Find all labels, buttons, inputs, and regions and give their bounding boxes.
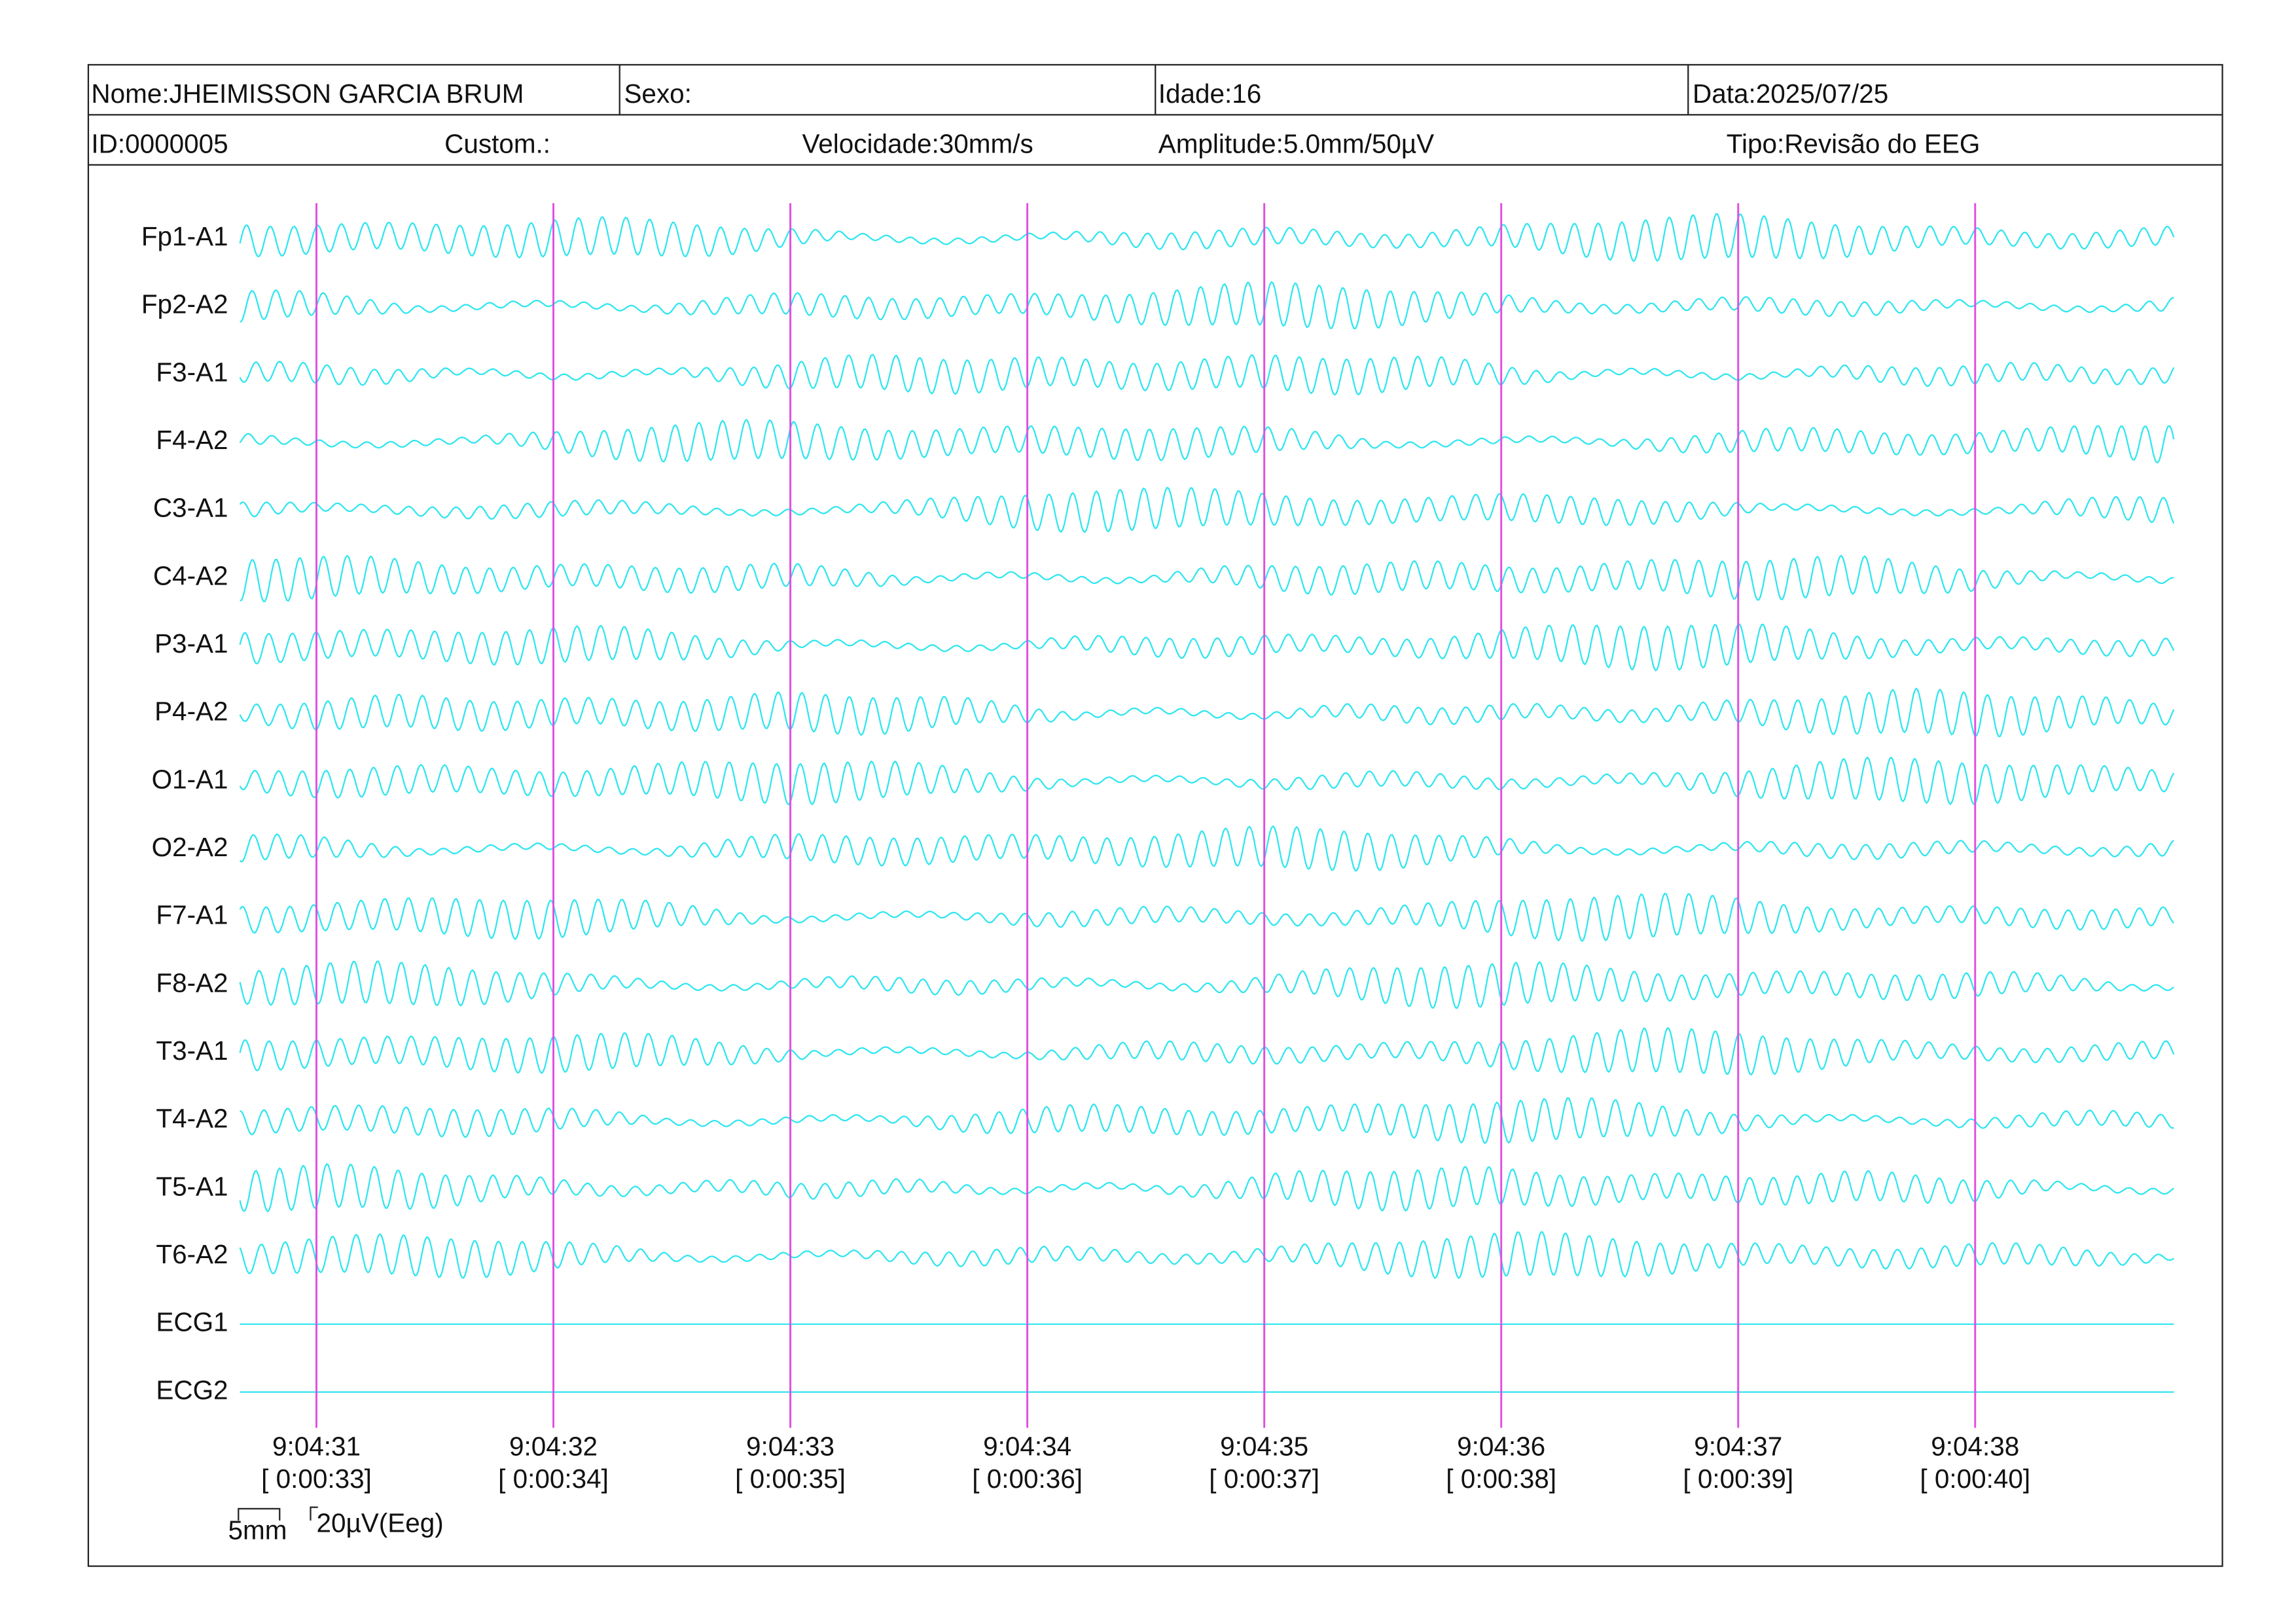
amp-scale: 20µV(Eeg) bbox=[316, 1507, 443, 1538]
channel-label: F8-A2 bbox=[156, 967, 228, 998]
amplitude: Amplitude:5.0mm/50µV bbox=[1158, 128, 1434, 158]
patient-age: Idade:16 bbox=[1158, 79, 1262, 109]
exam-date: Data:2025/07/25 bbox=[1693, 79, 1888, 109]
eeg-trace bbox=[239, 623, 2175, 672]
channel-label: T6-A2 bbox=[156, 1239, 228, 1269]
exam-type: Tipo:Revisão do EEG bbox=[1727, 128, 1981, 158]
channel-label: F7-A1 bbox=[156, 900, 228, 930]
channel-label: ECG1 bbox=[156, 1307, 228, 1337]
time-scale: 5mm bbox=[228, 1515, 287, 1545]
elapsed-time: [ 0:00:38] bbox=[1446, 1464, 1556, 1494]
patient-sex: Sexo: bbox=[624, 79, 691, 109]
eeg-trace bbox=[240, 554, 2174, 603]
eeg-trace bbox=[240, 281, 2174, 330]
speed: Velocidade:30mm/s bbox=[802, 128, 1033, 158]
channel-label: Fp2-A2 bbox=[141, 289, 228, 319]
eeg-trace bbox=[239, 825, 2174, 872]
channel-label: O1-A1 bbox=[152, 764, 228, 794]
eeg-trace bbox=[239, 213, 2175, 262]
clock-time: 9:04:38 bbox=[1931, 1431, 2019, 1461]
channel-label: T4-A2 bbox=[156, 1104, 228, 1134]
channel-label: Fp1-A1 bbox=[141, 221, 228, 251]
channel-label: T5-A1 bbox=[156, 1171, 228, 1201]
clock-time: 9:04:31 bbox=[272, 1431, 361, 1461]
eeg-trace bbox=[239, 486, 2175, 533]
channel-label: P4-A2 bbox=[154, 696, 228, 727]
eeg-trace bbox=[239, 756, 2175, 806]
eeg-trace bbox=[239, 1027, 2175, 1076]
patient-name: Nome:JHEIMISSON GARCIA BRUM bbox=[91, 79, 524, 109]
elapsed-time: [ 0:00:36] bbox=[972, 1464, 1083, 1494]
channel-label: P3-A1 bbox=[154, 628, 228, 659]
eeg-trace bbox=[239, 687, 2175, 738]
eeg-trace bbox=[239, 353, 2175, 396]
channel-label: C3-A1 bbox=[153, 493, 228, 523]
channel-label: ECG2 bbox=[156, 1375, 228, 1405]
traces: Fp1-A1 Fp2-A2 F3-A1 F4-A2 C3-A1 C4-A2 P3-A1 P4-… bbox=[141, 213, 2175, 1405]
elapsed-time: [ 0:00:34] bbox=[498, 1464, 609, 1494]
eeg-trace bbox=[240, 1097, 2174, 1145]
eeg-trace bbox=[239, 1163, 2174, 1213]
patient-id: ID:0000005 bbox=[91, 128, 228, 158]
clock-time: 9:04:34 bbox=[983, 1431, 1071, 1461]
eeg-trace bbox=[239, 418, 2175, 464]
clock-time: 9:04:37 bbox=[1694, 1431, 1782, 1461]
clock-time: 9:04:36 bbox=[1457, 1431, 1545, 1461]
elapsed-time: [ 0:00:33] bbox=[261, 1464, 372, 1494]
elapsed-time: [ 0:00:39] bbox=[1683, 1464, 1793, 1494]
custom-field: Custom.: bbox=[444, 128, 550, 158]
channel-label: O2-A2 bbox=[152, 832, 228, 862]
channel-label: F4-A2 bbox=[156, 425, 228, 455]
time-scale-bracket bbox=[238, 1507, 281, 1521]
clock-time: 9:04:35 bbox=[1220, 1431, 1308, 1461]
eeg-trace bbox=[239, 960, 2175, 1009]
channel-label: T3-A1 bbox=[156, 1036, 228, 1066]
channel-label: C4-A2 bbox=[153, 560, 228, 590]
elapsed-time: [ 0:00:40] bbox=[1920, 1464, 2030, 1494]
clock-time: 9:04:33 bbox=[746, 1431, 834, 1461]
clock-time: 9:04:32 bbox=[509, 1431, 598, 1461]
eeg-trace bbox=[239, 1231, 2174, 1280]
elapsed-time: [ 0:00:37] bbox=[1209, 1464, 1319, 1494]
elapsed-time: [ 0:00:35] bbox=[735, 1464, 846, 1494]
time-marks: 9:04:31[ 0:00:33] 9:04:32[ 0:00:34] 9:04:3… bbox=[261, 203, 2030, 1494]
eeg-trace bbox=[239, 892, 2175, 943]
amp-scale-bracket bbox=[310, 1506, 318, 1521]
channel-label: F3-A1 bbox=[156, 357, 228, 387]
